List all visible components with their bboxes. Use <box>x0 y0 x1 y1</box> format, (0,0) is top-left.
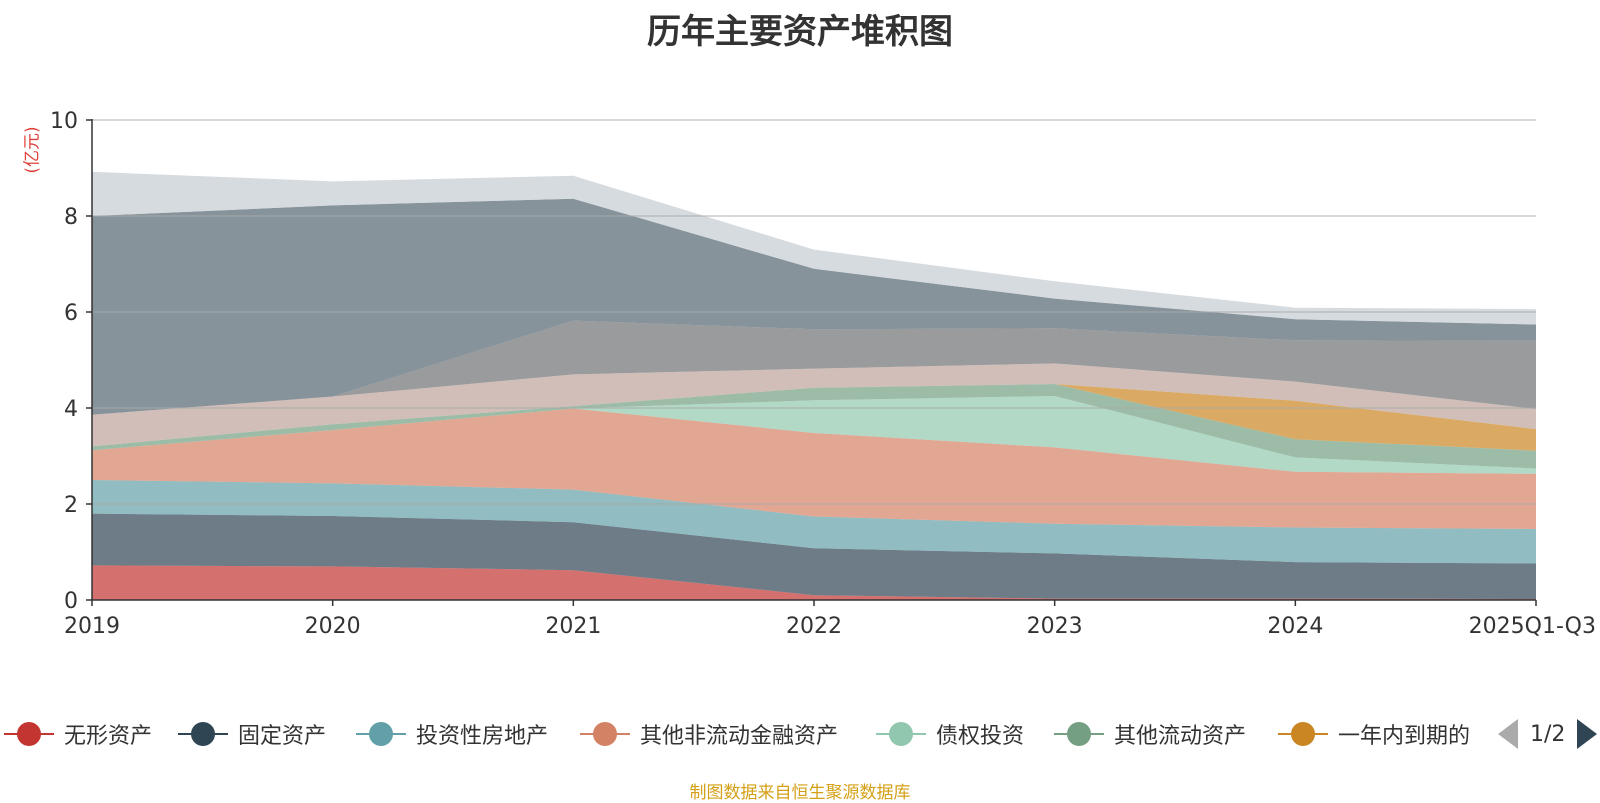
area-series-group <box>92 171 1536 600</box>
y-tick-label: 6 <box>64 301 78 326</box>
gridlines <box>92 119 1536 505</box>
legend-marker-icon <box>580 716 630 752</box>
area-series-2[interactable] <box>92 513 1536 599</box>
legend-marker-icon <box>876 716 926 752</box>
legend-pager: 1/2 <box>1498 716 1598 752</box>
legend-label: 固定资产 <box>238 724 327 749</box>
x-tick-label: 2024 <box>1267 614 1323 639</box>
x-tick-label: 2025Q1-Q3 <box>1469 614 1596 639</box>
legend-page-indicator: 1/2 <box>1530 721 1566 747</box>
legend-label: 债权投资 <box>936 724 1025 749</box>
legend-item[interactable]: 其他流动资产 <box>1054 716 1246 752</box>
y-tick-label: 10 <box>50 109 78 134</box>
area-series-5[interactable] <box>92 396 1536 474</box>
legend: 无形资产 固定资产 投资性房地产 其他非流动金融资产 债权投资 其他流动资产 一年内到期的 <box>0 716 1600 752</box>
legend-marker-icon <box>1054 716 1104 752</box>
area-series-10[interactable] <box>92 198 1536 415</box>
axes: 0 2 4 6 8 10 2019 2020 2021 2022 2023 2024 2025Q1-Q3 <box>50 109 1596 639</box>
area-series-6[interactable] <box>92 384 1536 469</box>
y-tick-label: 8 <box>64 205 78 230</box>
y-tick-label: 2 <box>64 493 78 518</box>
legend-marker-icon <box>178 716 228 752</box>
legend-marker-icon <box>1278 716 1328 752</box>
legend-item[interactable]: 其他非流动金融资产 <box>580 716 838 752</box>
area-series-3[interactable] <box>92 480 1536 564</box>
legend-label: 一年内到期的 <box>1338 724 1471 749</box>
legend-label: 投资性房地产 <box>416 724 549 749</box>
y-tick-label: 0 <box>64 589 78 614</box>
area-series-11[interactable] <box>92 171 1536 325</box>
legend-item[interactable]: 固定资产 <box>178 716 326 752</box>
legend-item[interactable]: 投资性房地产 <box>356 716 548 752</box>
x-tick-label: 2020 <box>305 614 361 639</box>
legend-item[interactable]: 无形资产 <box>4 716 152 752</box>
area-series-9[interactable] <box>92 320 1536 415</box>
stacked-area-chart: 0 2 4 6 8 10 2019 2020 2021 2022 2023 2024 2025Q1-Q3 <box>50 109 1596 639</box>
legend-prev-icon[interactable] <box>1498 719 1518 749</box>
area-series-1[interactable] <box>92 565 1536 600</box>
x-tick-label: 2021 <box>545 614 601 639</box>
area-series-8[interactable] <box>92 363 1536 447</box>
legend-marker-icon <box>4 716 54 752</box>
x-tick-label: 2019 <box>64 614 120 639</box>
legend-item[interactable]: 债权投资 <box>876 716 1024 752</box>
area-series-4[interactable] <box>92 408 1536 530</box>
legend-label: 其他流动资产 <box>1114 724 1247 749</box>
x-tick-label: 2023 <box>1027 614 1083 639</box>
legend-next-icon[interactable] <box>1577 719 1598 749</box>
y-tick-label: 4 <box>64 397 78 422</box>
legend-label: 无形资产 <box>64 724 153 749</box>
source-note: 制图数据来自恒生聚源数据库 <box>689 783 911 803</box>
legend-label: 其他非流动金融资产 <box>640 724 839 749</box>
area-series-7[interactable] <box>92 384 1536 451</box>
x-tick-label: 2022 <box>786 614 842 639</box>
legend-marker-icon <box>356 716 406 752</box>
legend-item[interactable]: 一年内到期的 <box>1278 716 1470 752</box>
chart-title: 历年主要资产堆积图 <box>647 12 953 52</box>
